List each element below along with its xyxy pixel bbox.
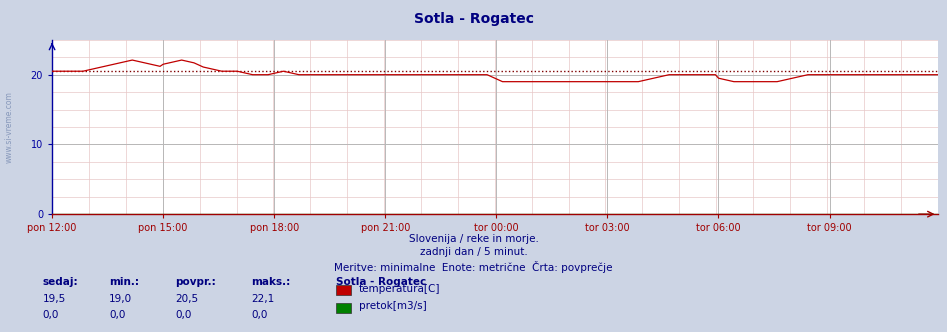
Text: 22,1: 22,1 — [251, 294, 275, 304]
Text: pretok[m3/s]: pretok[m3/s] — [359, 301, 427, 311]
Text: Meritve: minimalne  Enote: metrične  Črta: povprečje: Meritve: minimalne Enote: metrične Črta:… — [334, 261, 613, 273]
Text: zadnji dan / 5 minut.: zadnji dan / 5 minut. — [420, 247, 527, 257]
Text: Sotla - Rogatec: Sotla - Rogatec — [336, 277, 426, 287]
Text: maks.:: maks.: — [251, 277, 290, 287]
Text: Slovenija / reke in morje.: Slovenija / reke in morje. — [408, 234, 539, 244]
Text: 0,0: 0,0 — [251, 310, 267, 320]
Text: sedaj:: sedaj: — [43, 277, 79, 287]
Text: 0,0: 0,0 — [109, 310, 125, 320]
Text: povpr.:: povpr.: — [175, 277, 216, 287]
Text: temperatura[C]: temperatura[C] — [359, 284, 440, 294]
Text: 19,5: 19,5 — [43, 294, 66, 304]
Text: 20,5: 20,5 — [175, 294, 198, 304]
Text: www.si-vreme.com: www.si-vreme.com — [5, 91, 14, 163]
Text: 0,0: 0,0 — [43, 310, 59, 320]
Text: Sotla - Rogatec: Sotla - Rogatec — [414, 12, 533, 26]
Text: 0,0: 0,0 — [175, 310, 191, 320]
Text: min.:: min.: — [109, 277, 139, 287]
Text: 19,0: 19,0 — [109, 294, 132, 304]
